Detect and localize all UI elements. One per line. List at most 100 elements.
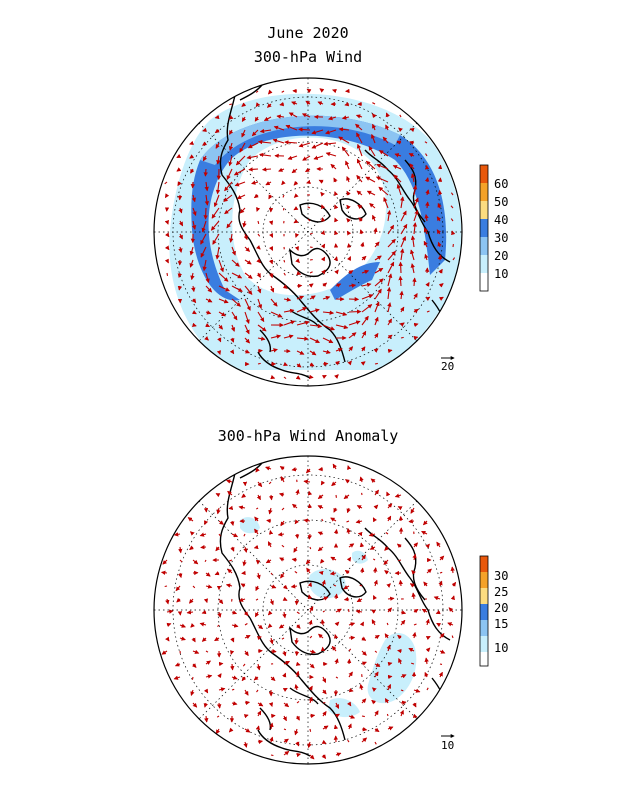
wind-vector [435,610,441,615]
wind-vector [361,727,368,732]
wind-vector [282,596,288,601]
wind-vector [355,609,363,614]
wind-vector [214,128,220,134]
wind-vector [308,685,313,691]
wind-vector [365,176,376,183]
wind-vector [335,752,342,757]
wind-vector [229,233,234,243]
bottom-reference-vector-label: 10 [441,739,454,752]
wind-vector [308,283,314,288]
wind-vector [231,311,238,321]
wind-vector [178,546,183,554]
wind-vector [320,191,325,197]
wind-vector [190,272,195,281]
wind-vector [451,581,457,587]
wind-vector [361,661,367,666]
wind-vector [423,581,428,587]
wind-vector [218,311,226,317]
wind-vector [307,594,313,600]
wind-vector [243,533,246,537]
wind-vector [378,186,389,196]
wind-vector [400,619,406,626]
wind-vector [269,637,274,645]
wind-vector [257,702,264,707]
wind-vector [357,531,363,537]
wind-vector [311,142,324,149]
wind-vector [228,505,234,511]
wind-vector [437,202,442,209]
wind-vector [348,283,357,288]
bottom-colorbar-label: 15 [494,617,508,631]
wind-vector [215,142,220,149]
wind-vector [293,193,299,198]
wind-vector [217,624,220,627]
wind-vector [307,218,311,222]
wind-vector [256,689,259,693]
wind-vector [397,506,403,511]
wind-vector [189,598,194,604]
wind-vector [244,311,250,324]
wind-vector [203,168,208,177]
wind-vector [201,220,207,233]
wind-vector [292,503,298,509]
wind-vector [321,739,327,744]
wind-vector [346,527,351,535]
wind-vector [205,584,213,589]
wind-vector [283,702,290,708]
wind-vector [387,503,393,509]
wind-vector [341,146,350,157]
wind-vector [356,190,363,196]
wind-vector [256,494,261,501]
bottom-colorbar-swatch-10 [480,620,488,636]
wind-vector [301,113,311,118]
wind-vector [254,611,260,618]
wind-vector [267,610,273,616]
wind-vector [347,609,350,613]
wind-vector [288,112,298,118]
wind-vector [387,661,393,667]
wind-vector [269,736,274,743]
wind-vector [423,240,428,248]
wind-vector [204,336,209,341]
wind-vector [270,285,275,293]
wind-vector [317,546,324,552]
wind-vector [218,661,224,667]
wind-vector [329,571,337,576]
top-shade-light [169,93,462,371]
wind-vector [399,248,405,261]
wind-vector [328,116,337,121]
wind-vector [307,206,311,209]
wind-vector [273,125,285,131]
wind-vector [228,142,234,151]
bottom-title: 300-hPa Wind Anomaly [218,427,399,445]
wind-vector [216,715,220,718]
wind-vector [189,154,195,159]
wind-vector [387,224,395,235]
wind-vector [218,259,224,273]
wind-vector [413,209,419,222]
bottom-colorbar-swatch-5 [480,636,488,652]
wind-vector [227,490,233,496]
wind-vector [386,683,391,691]
wind-vector [241,116,247,123]
wind-vector [229,129,234,135]
wind-vector [205,298,213,303]
wind-vector [283,376,287,380]
wind-vector [369,545,376,550]
wind-vector [317,531,324,536]
wind-vector [393,174,402,183]
wind-vector [268,507,273,515]
wind-vector [400,236,406,248]
wind-vector [177,285,183,291]
wind-vector [374,662,381,667]
wind-vector [244,272,253,279]
wind-vector [356,158,363,170]
wind-vector [294,728,299,736]
wind-vector [383,197,389,209]
wind-vector [321,374,327,380]
wind-vector [398,658,403,665]
wind-vector [283,320,296,326]
wind-vector [199,622,207,627]
wind-vector [330,556,337,561]
bottom-reference-vector: 10 [441,734,455,752]
